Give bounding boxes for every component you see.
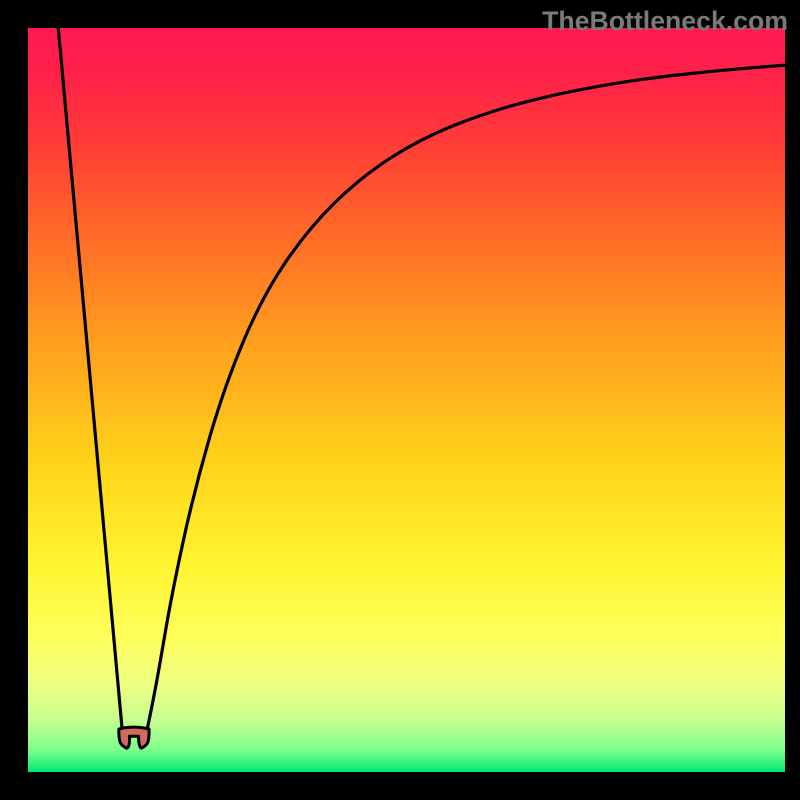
watermark-text: TheBottleneck.com: [542, 6, 788, 37]
bottleneck-chart: [28, 28, 785, 772]
plot-area: [28, 28, 785, 772]
gradient-background: [28, 28, 785, 772]
